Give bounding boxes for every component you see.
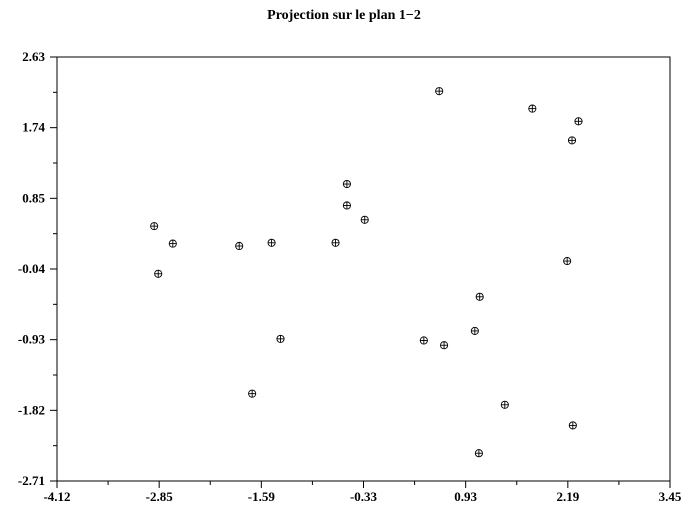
data-point <box>168 239 177 248</box>
chart-title: Projection sur le plan 1−2 <box>267 8 421 23</box>
data-point <box>360 215 369 224</box>
y-tick-label: 0.85 <box>22 190 45 205</box>
data-point <box>154 269 163 278</box>
data-point <box>470 326 479 335</box>
y-tick-label: 2.63 <box>22 49 45 64</box>
y-tick-label: -1.82 <box>18 402 45 417</box>
data-point <box>574 117 583 126</box>
x-tick-label: 3.45 <box>659 489 682 504</box>
data-point <box>568 421 577 430</box>
x-tick-label: -0.33 <box>350 489 378 504</box>
data-point <box>500 400 509 409</box>
y-tick-label: -0.93 <box>18 332 46 347</box>
data-point <box>267 238 276 247</box>
x-tick-label: 2.19 <box>556 489 579 504</box>
x-tick-label: 0.93 <box>454 489 477 504</box>
y-tick-label: -0.04 <box>18 261 46 276</box>
data-point <box>150 222 159 231</box>
data-point <box>435 87 444 96</box>
data-point <box>440 341 449 350</box>
data-point <box>474 449 483 458</box>
data-point <box>342 201 351 210</box>
data-points <box>150 87 583 458</box>
x-tick-label: -2.85 <box>146 489 174 504</box>
data-point <box>235 241 244 251</box>
data-point <box>248 389 257 398</box>
data-point <box>276 334 285 343</box>
data-point <box>419 336 428 345</box>
x-axis: -4.12 -2.85 -1.59 -0.33 0.93 2.19 3.45 <box>43 481 682 504</box>
y-tick-label: 1.74 <box>22 120 45 135</box>
data-point <box>475 292 484 301</box>
data-point <box>331 238 340 247</box>
y-axis: 2.63 1.74 0.85 -0.04 -0.93 -1.82 -2.71 <box>18 49 57 488</box>
data-point <box>528 104 537 113</box>
data-point <box>567 136 577 145</box>
x-tick-label: -1.59 <box>248 489 276 504</box>
data-point <box>342 179 351 189</box>
x-tick-label: -4.12 <box>43 489 70 504</box>
data-point <box>563 257 572 266</box>
y-tick-label: -2.71 <box>18 473 45 488</box>
